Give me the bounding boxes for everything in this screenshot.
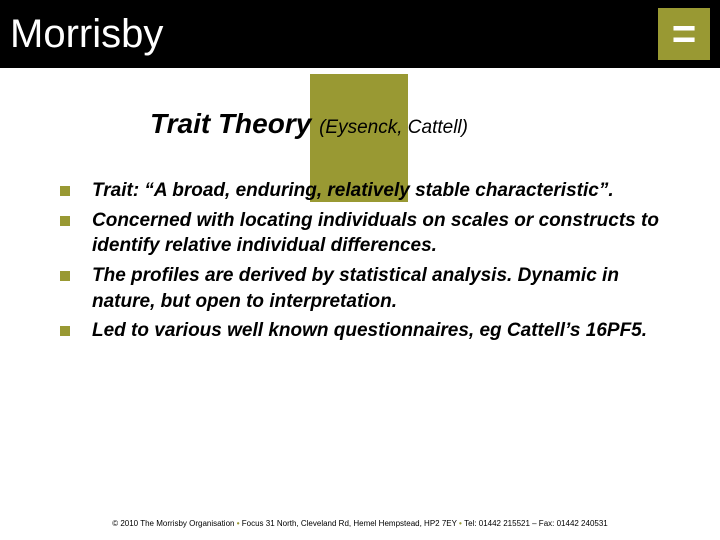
list-item: Concerned with locating individuals on s… (60, 208, 680, 259)
bullet-marker-icon (60, 271, 70, 281)
footer-part: Focus 31 North, Cleveland Rd, Hemel Hemp… (242, 519, 457, 528)
bullet-marker-icon (60, 326, 70, 336)
brand-title: Morrisby (10, 12, 163, 57)
footer: © 2010 The Morrisby Organisation • Focus… (0, 519, 720, 528)
header-bar: Morrisby = (0, 0, 720, 68)
bullet-list: Trait: “A broad, enduring, relatively st… (60, 178, 680, 344)
slide-title: Trait Theory (Eysenck, Cattell) (150, 108, 680, 140)
bullet-text: The profiles are derived by statistical … (92, 263, 680, 314)
bullet-text: Trait: “A broad, enduring, relatively st… (92, 178, 614, 204)
bullet-text: Concerned with locating individuals on s… (92, 208, 680, 259)
bullet-marker-icon (60, 186, 70, 196)
title-sub: (Eysenck, Cattell) (319, 117, 468, 138)
bullet-text: Led to various well known questionnaires… (92, 318, 647, 344)
footer-part: Tel: 01442 215521 – Fax: 01442 240531 (464, 519, 608, 528)
bullet-marker-icon (60, 216, 70, 226)
title-main: Trait Theory (150, 108, 319, 139)
list-item: Trait: “A broad, enduring, relatively st… (60, 178, 680, 204)
logo-box: = (658, 8, 710, 60)
list-item: Led to various well known questionnaires… (60, 318, 680, 344)
footer-part: © 2010 The Morrisby Organisation (112, 519, 234, 528)
equals-icon: = (672, 13, 697, 55)
list-item: The profiles are derived by statistical … (60, 263, 680, 314)
slide-content: Trait Theory (Eysenck, Cattell) Trait: “… (0, 68, 720, 344)
